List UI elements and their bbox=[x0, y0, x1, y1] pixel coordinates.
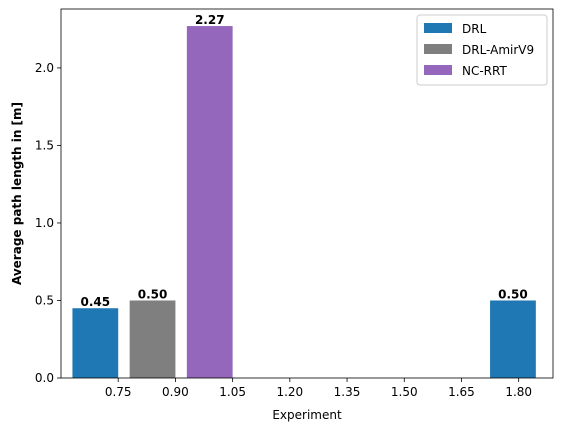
legend-swatch bbox=[424, 44, 452, 54]
y-tick-label: 1.5 bbox=[35, 138, 54, 152]
legend: DRL DRL-AmirV9 NC-RRT bbox=[416, 14, 548, 86]
data-labels-layer: 0.45 0.50 2.27 0.50 bbox=[81, 13, 528, 309]
bars-layer bbox=[72, 26, 536, 378]
x-axis: 0.75 0.90 1.05 1.20 1.35 1.50 1.65 1.80 bbox=[105, 378, 532, 399]
bar-3 bbox=[186, 26, 233, 378]
x-tick-label: 1.80 bbox=[505, 385, 532, 399]
x-axis-title: Experiment bbox=[272, 408, 342, 422]
x-tick-label: 1.65 bbox=[448, 385, 475, 399]
legend-label: DRL bbox=[462, 22, 487, 36]
bar-value-label-4: 0.50 bbox=[498, 287, 528, 301]
y-tick-label: 2.0 bbox=[35, 61, 54, 75]
y-axis: 0.0 0.5 1.0 1.5 2.0 bbox=[35, 61, 61, 385]
plot-frame bbox=[60, 8, 554, 379]
bar-value-label-2: 0.50 bbox=[138, 287, 168, 301]
x-tick-label: 1.20 bbox=[276, 385, 303, 399]
legend-swatch bbox=[424, 23, 452, 33]
x-tick-label: 1.50 bbox=[391, 385, 418, 399]
legend-label: NC-RRT bbox=[462, 64, 507, 78]
y-tick-label: 0.0 bbox=[35, 371, 54, 385]
x-tick-label: 0.90 bbox=[162, 385, 189, 399]
legend-label: DRL-AmirV9 bbox=[462, 43, 534, 57]
bar-2 bbox=[129, 300, 176, 378]
y-axis-title: Average path length in [m] bbox=[10, 102, 24, 285]
bar-value-label-1: 0.45 bbox=[81, 295, 111, 309]
x-tick-label: 0.75 bbox=[105, 385, 132, 399]
y-tick-label: 0.5 bbox=[35, 293, 54, 307]
bar-1 bbox=[72, 308, 119, 378]
x-tick-label: 1.35 bbox=[334, 385, 361, 399]
bar-value-label-3: 2.27 bbox=[195, 13, 225, 27]
bar-4 bbox=[490, 300, 536, 378]
legend-swatch bbox=[424, 65, 452, 75]
x-tick-label: 1.05 bbox=[219, 385, 246, 399]
y-tick-label: 1.0 bbox=[35, 216, 54, 230]
